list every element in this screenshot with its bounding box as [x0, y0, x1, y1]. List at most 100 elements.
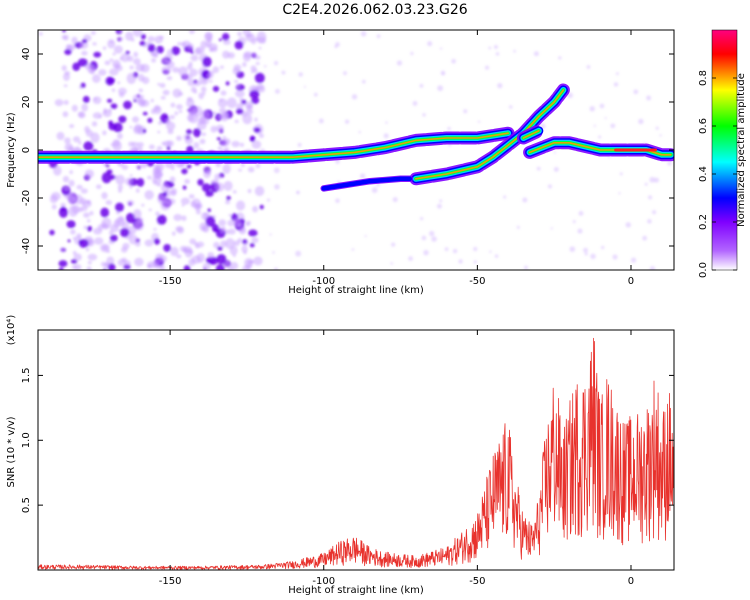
noise-speck: [385, 121, 388, 124]
noise-speck: [583, 247, 589, 253]
snr-y-axis-label: SNR (10 * v/v): [6, 416, 17, 487]
noise-speck: [172, 67, 180, 73]
noise-speck: [451, 58, 456, 64]
rising-trace: [409, 83, 570, 186]
noise-speck: [167, 60, 171, 64]
noise-speck: [117, 36, 124, 42]
noise-speck: [215, 182, 225, 192]
noise-speck: [129, 174, 133, 177]
noise-speck: [94, 237, 104, 245]
noise-speck: [92, 96, 102, 105]
noise-speck: [134, 123, 143, 133]
noise-speck: [235, 84, 240, 89]
noise-speck: [81, 103, 89, 112]
noise-speck: [150, 98, 154, 103]
colorbar: 0.0 0.2 0.4 0.6 0.8 Normalized spectral ampl…: [698, 29, 747, 278]
noise-speck: [170, 190, 177, 197]
noise-speck: [82, 95, 90, 103]
noise-speck: [205, 190, 214, 197]
noise-speck: [108, 108, 112, 112]
noise-speck: [160, 95, 166, 100]
noise-speck: [201, 226, 206, 230]
noise-speck: [391, 242, 396, 247]
noise-speck: [81, 39, 88, 44]
noise-speck: [223, 39, 231, 45]
noise-speck: [473, 246, 478, 252]
noise-speck: [102, 130, 107, 136]
noise-speck: [263, 64, 267, 68]
noise-speck: [148, 144, 155, 150]
noise-speck: [249, 90, 260, 99]
noise-speck: [644, 182, 648, 186]
noise-speck: [181, 41, 186, 47]
noise-speck: [509, 105, 513, 109]
noise-speck: [494, 254, 499, 258]
noise-speck: [567, 92, 573, 99]
noise-speck: [335, 159, 340, 164]
noise-speck: [258, 46, 262, 50]
noise-speck: [62, 175, 70, 183]
noise-speck: [303, 85, 306, 88]
noise-speck: [558, 56, 562, 60]
noise-speck: [427, 41, 433, 47]
noise-speck: [126, 200, 135, 207]
noise-speck: [83, 225, 88, 230]
noise-speck: [115, 202, 125, 212]
noise-speck: [410, 51, 414, 56]
snr-y-tick-label: 1.5: [21, 367, 32, 383]
noise-speck: [335, 42, 340, 47]
noise-speck: [148, 208, 152, 212]
noise-speck: [351, 248, 355, 251]
noise-speck: [121, 164, 129, 170]
colorbar-tick-label: 0.0: [698, 262, 709, 278]
noise-speck: [138, 88, 144, 93]
noise-speck: [217, 98, 228, 108]
plot-title: C2E4.2026.062.03.23.G26: [282, 2, 468, 18]
noise-speck: [73, 253, 82, 262]
noise-speck: [147, 35, 155, 42]
noise-speck: [524, 265, 528, 270]
noise-speck: [90, 132, 100, 143]
noise-speck: [235, 200, 246, 211]
noise-speck: [252, 205, 259, 213]
noise-speck: [255, 62, 260, 66]
noise-speck: [120, 246, 128, 253]
noise-speck: [245, 109, 254, 115]
noise-speck: [351, 94, 358, 100]
noise-speck: [649, 176, 656, 183]
noise-speck: [113, 45, 123, 54]
noise-speck: [68, 179, 75, 187]
noise-speck: [212, 66, 220, 74]
noise-speck: [204, 32, 213, 39]
noise-speck: [484, 65, 490, 70]
noise-speck: [648, 195, 653, 200]
noise-speck: [221, 139, 229, 147]
noise-speck: [93, 51, 102, 58]
noise-speck: [222, 135, 226, 139]
noise-speck: [178, 109, 183, 113]
noise-speck: [190, 86, 197, 93]
snr-scale-note: (x10⁴): [6, 315, 17, 346]
noise-speck: [144, 190, 154, 200]
noise-speck: [180, 197, 190, 205]
noise-speck: [176, 135, 182, 141]
noise-speck: [164, 54, 169, 59]
noise-speck: [181, 204, 185, 207]
noise-speck: [87, 260, 92, 265]
noise-speck: [170, 246, 179, 257]
spectrogram-y-axis-label: Frequency (Hz): [6, 112, 17, 188]
noise-speck: [202, 262, 211, 270]
noise-speck: [139, 40, 146, 46]
noise-speck: [214, 173, 222, 180]
noise-speck: [133, 208, 142, 219]
noise-speck: [659, 134, 662, 137]
noise-speck: [62, 111, 69, 118]
noise-speck: [86, 266, 92, 270]
noise-speck: [50, 191, 61, 201]
noise-speck: [251, 96, 260, 104]
noise-speck: [493, 44, 498, 49]
noise-speck: [192, 105, 203, 117]
noise-speck: [110, 143, 114, 147]
noise-speck: [166, 140, 174, 147]
noise-speck: [207, 251, 215, 259]
